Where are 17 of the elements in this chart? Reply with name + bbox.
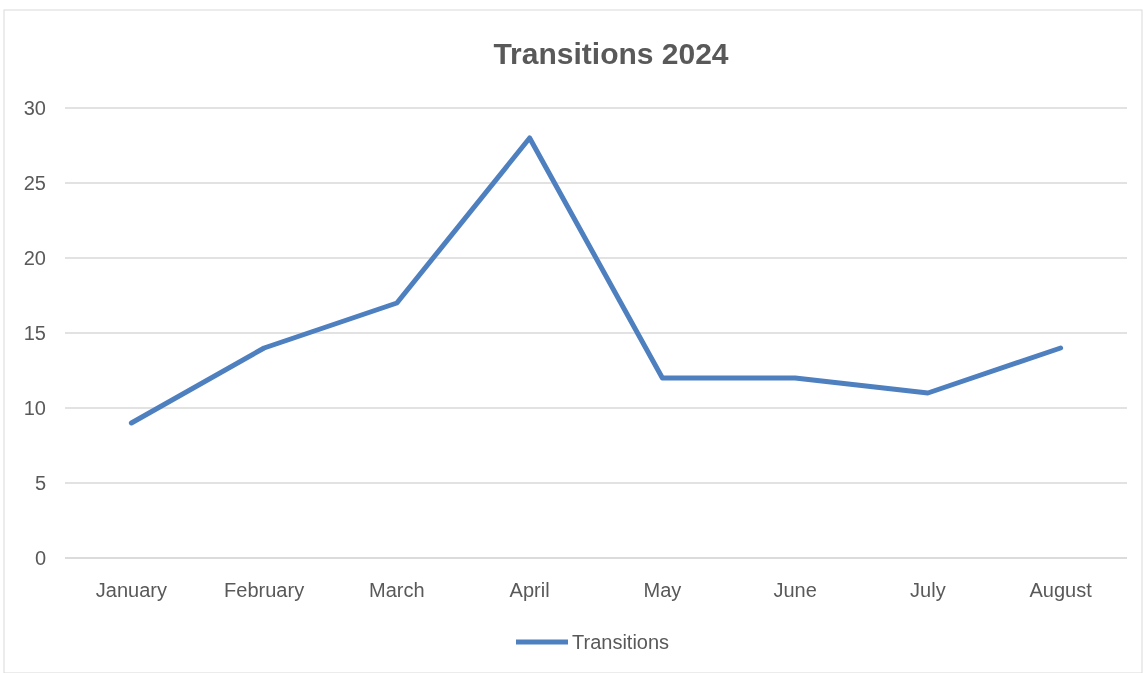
x-tick-label: January bbox=[95, 579, 167, 601]
x-tick-label: March bbox=[369, 579, 425, 601]
x-tick-label: May bbox=[643, 579, 682, 601]
legend-label: Transitions bbox=[572, 631, 670, 653]
x-tick-label: July bbox=[910, 579, 946, 601]
x-tick-label: February bbox=[224, 579, 305, 601]
y-tick-label: 0 bbox=[34, 547, 46, 569]
x-tick-label: June bbox=[773, 579, 817, 601]
y-tick-label: 30 bbox=[23, 97, 46, 119]
x-tick-label: August bbox=[1029, 579, 1093, 601]
y-tick-label: 25 bbox=[23, 172, 46, 194]
chart-title: Transitions 2024 bbox=[493, 37, 729, 70]
y-tick-label: 15 bbox=[23, 322, 46, 344]
x-tick-label: April bbox=[509, 579, 550, 601]
y-tick-label: 5 bbox=[34, 472, 46, 494]
y-tick-label: 20 bbox=[23, 247, 46, 269]
y-tick-label: 10 bbox=[23, 397, 46, 419]
